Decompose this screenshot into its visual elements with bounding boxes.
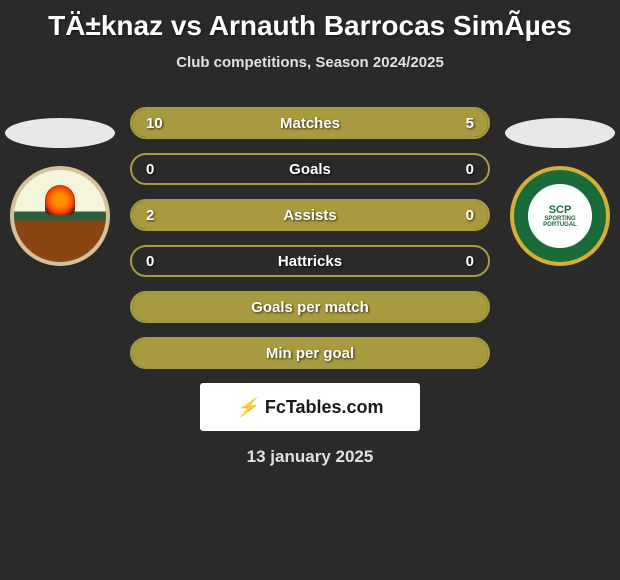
right-ellipse-shape bbox=[505, 118, 615, 148]
stat-label: Hattricks bbox=[278, 253, 342, 270]
left-ellipse-shape bbox=[5, 118, 115, 148]
stat-bar: Goals per match bbox=[130, 291, 490, 323]
date-text: 13 january 2025 bbox=[0, 447, 620, 467]
stat-bar: 0 Hattricks 0 bbox=[130, 245, 490, 277]
stat-right-value: 5 bbox=[454, 115, 474, 132]
stat-right-value: 0 bbox=[454, 253, 474, 270]
stat-label: Goals bbox=[289, 161, 331, 178]
chart-icon: ⚡ bbox=[236, 397, 258, 418]
stat-label: Goals per match bbox=[251, 299, 369, 316]
left-team-badge bbox=[10, 166, 110, 266]
stat-label: Min per goal bbox=[266, 345, 354, 362]
stat-bar: 10 Matches 5 bbox=[130, 107, 490, 139]
stat-left-value: 10 bbox=[146, 115, 166, 132]
stat-bar: 0 Goals 0 bbox=[130, 153, 490, 185]
scp-label-3: PORTUGAL bbox=[543, 222, 577, 228]
logo-text: FcTables.com bbox=[265, 397, 384, 418]
stat-label: Matches bbox=[280, 115, 340, 132]
stat-right-value: 0 bbox=[454, 207, 474, 224]
stats-container: 10 Matches 5 0 Goals 0 2 Assists 0 0 Hattricks 0 Goa… bbox=[130, 107, 490, 369]
stat-bar: Min per goal bbox=[130, 337, 490, 369]
logo-box: ⚡ FcTables.com bbox=[200, 383, 420, 431]
scp-badge-inner: SCP SPORTING PORTUGAL bbox=[525, 181, 595, 251]
left-team-container bbox=[0, 118, 120, 266]
page-subtitle: Club competitions, Season 2024/2025 bbox=[20, 54, 600, 71]
scp-label-1: SCP bbox=[549, 204, 572, 216]
page-title: TÄ±knaz vs Arnauth Barrocas SimÃµes bbox=[20, 10, 600, 42]
right-team-badge: SCP SPORTING PORTUGAL bbox=[510, 166, 610, 266]
stat-left-value: 0 bbox=[146, 253, 166, 270]
stat-left-value: 0 bbox=[146, 161, 166, 178]
stat-right-value: 0 bbox=[454, 161, 474, 178]
stat-bar: 2 Assists 0 bbox=[130, 199, 490, 231]
right-team-container: SCP SPORTING PORTUGAL bbox=[500, 118, 620, 266]
stat-label: Assists bbox=[283, 207, 336, 224]
stat-left-value: 2 bbox=[146, 207, 166, 224]
